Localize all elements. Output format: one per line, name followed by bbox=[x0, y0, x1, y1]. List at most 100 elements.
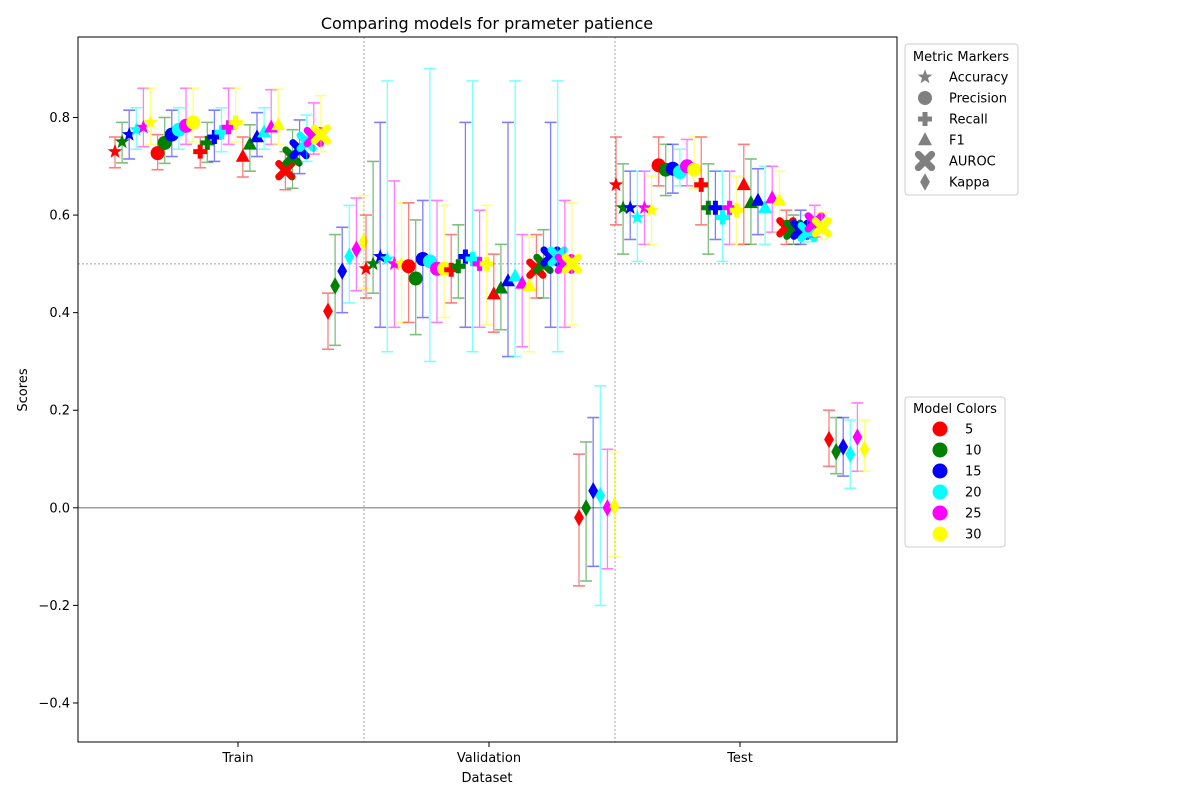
y-tick-label: 0.0 bbox=[49, 501, 70, 516]
point-kappa-15 bbox=[588, 481, 599, 500]
legend-model-25-label: 25 bbox=[965, 507, 982, 522]
point-accuracy-5 bbox=[358, 261, 374, 275]
point-auroc-30-stroke-b bbox=[561, 253, 583, 275]
legend-model-10-swatch bbox=[932, 442, 948, 458]
point-auroc-5-stroke-b bbox=[275, 160, 296, 181]
error-bar bbox=[516, 233, 529, 348]
legend-model-20-label: 20 bbox=[965, 486, 982, 501]
legend-model-15-swatch bbox=[932, 463, 948, 479]
y-tick-label: 0.4 bbox=[49, 306, 70, 321]
point-recall-25 bbox=[722, 200, 737, 215]
point-f1-5 bbox=[736, 177, 751, 191]
legend-auroc-label: AUROC bbox=[949, 155, 996, 170]
point-f1-5 bbox=[486, 286, 501, 300]
point-accuracy-15 bbox=[372, 248, 388, 263]
point-kappa-10 bbox=[581, 499, 591, 517]
point-auroc-5 bbox=[275, 160, 296, 181]
error-bar bbox=[502, 121, 514, 358]
point-kappa-25 bbox=[602, 499, 613, 517]
error-bar bbox=[367, 160, 380, 294]
legend-model-5-swatch bbox=[932, 421, 948, 437]
metric-legend-title: Metric Markers bbox=[913, 50, 1009, 65]
y-tick-label: 0.2 bbox=[49, 404, 70, 419]
x-tick-label: Test bbox=[726, 751, 753, 766]
point-precision-5 bbox=[401, 259, 416, 274]
point-precision-30 bbox=[437, 261, 452, 276]
point-f1-20 bbox=[257, 124, 272, 138]
point-accuracy-5 bbox=[107, 144, 123, 158]
point-kappa-15 bbox=[337, 262, 348, 280]
x-tick-label: Train bbox=[221, 751, 253, 766]
error-bar bbox=[459, 121, 472, 329]
x-axis: Train Validation Test bbox=[221, 742, 753, 766]
point-kappa-5 bbox=[824, 430, 834, 449]
error-bar bbox=[222, 87, 235, 146]
legend-model-10-label: 10 bbox=[965, 444, 982, 459]
legend-precision-label: Precision bbox=[949, 92, 1007, 107]
point-accuracy-25 bbox=[387, 256, 402, 271]
point-auroc-30 bbox=[811, 217, 833, 238]
point-kappa-30 bbox=[358, 233, 369, 251]
point-f1-10 bbox=[242, 136, 257, 150]
y-tick-label: 0.6 bbox=[49, 209, 70, 224]
point-kappa-30 bbox=[859, 440, 870, 459]
plot-area bbox=[78, 37, 897, 742]
error-bar bbox=[544, 121, 557, 329]
point-recall-30 bbox=[479, 256, 494, 271]
error-bar bbox=[523, 236, 536, 353]
point-accuracy-25 bbox=[136, 119, 151, 134]
point-auroc-30-stroke-b bbox=[310, 124, 332, 145]
point-kappa-5 bbox=[574, 508, 584, 527]
y-tick-label: −0.2 bbox=[38, 599, 70, 614]
point-precision-30 bbox=[687, 162, 702, 177]
metric-legend: Metric Markers Accuracy Precision Recall F1 A… bbox=[904, 43, 1019, 196]
model-legend-box bbox=[904, 396, 1006, 548]
error-bar bbox=[381, 80, 394, 353]
x-axis-label: Dataset bbox=[462, 771, 513, 786]
error-bar bbox=[438, 204, 451, 319]
legend-accuracy-label: Accuracy bbox=[949, 71, 1009, 86]
plot-frame bbox=[77, 36, 898, 743]
error-bar bbox=[431, 199, 443, 324]
y-tick-label: −0.4 bbox=[38, 696, 70, 711]
point-accuracy-5 bbox=[608, 177, 624, 192]
point-recall-5 bbox=[193, 144, 208, 159]
point-kappa-20 bbox=[845, 445, 856, 463]
error-bar bbox=[551, 80, 564, 353]
legend-auroc-marker-stroke-b bbox=[914, 150, 936, 172]
point-accuracy-30 bbox=[143, 114, 158, 129]
legend-model-20-swatch bbox=[932, 484, 948, 500]
x-tick-label: Validation bbox=[457, 751, 521, 766]
legend-model-15-label: 15 bbox=[965, 465, 982, 480]
legend-model-30-swatch bbox=[932, 526, 948, 542]
error-bar bbox=[509, 80, 522, 358]
dataset-group-train bbox=[107, 87, 370, 351]
point-recall-5 bbox=[444, 262, 459, 277]
point-f1-15 bbox=[751, 192, 765, 206]
point-f1-15 bbox=[501, 273, 515, 287]
legend-f1-label: F1 bbox=[949, 134, 965, 149]
point-kappa-25 bbox=[351, 240, 362, 258]
point-accuracy-10 bbox=[365, 256, 381, 271]
point-f1-30 bbox=[271, 117, 286, 131]
point-f1-20 bbox=[758, 200, 773, 214]
point-recall-10 bbox=[701, 200, 716, 215]
point-kappa-20 bbox=[344, 247, 355, 266]
point-recall-30 bbox=[729, 203, 744, 218]
point-recall-25 bbox=[472, 256, 487, 271]
point-auroc-30 bbox=[310, 124, 332, 145]
point-auroc-30-stroke-b bbox=[811, 217, 833, 238]
point-recall-25 bbox=[221, 120, 236, 135]
error-bar bbox=[322, 292, 334, 351]
point-precision-30 bbox=[186, 115, 201, 130]
legend-recall-label: Recall bbox=[949, 113, 988, 128]
legend-kappa-marker bbox=[920, 173, 930, 191]
point-f1-30 bbox=[772, 192, 787, 206]
point-f1-15 bbox=[250, 129, 264, 143]
point-kappa-5 bbox=[323, 302, 333, 320]
error-bar bbox=[374, 121, 387, 329]
point-auroc-30 bbox=[561, 253, 583, 275]
legend-model-5-label: 5 bbox=[965, 423, 973, 438]
error-bar bbox=[137, 87, 150, 148]
